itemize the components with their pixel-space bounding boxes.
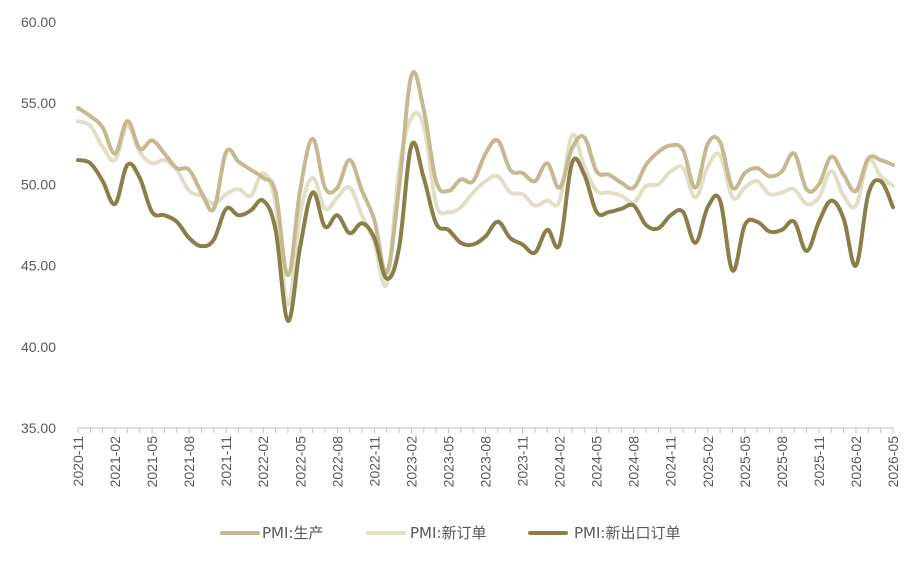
legend-label: PMI:生产 [262,524,323,542]
legend-label: PMI:新出口订单 [574,524,680,542]
x-tick-label: 2026-02 [848,436,864,488]
x-tick-label: 2026-05 [885,436,901,488]
legend-item-new-export-orders: PMI:新出口订单 [528,524,680,542]
x-tick-label: 2025-08 [774,436,790,488]
series-line-new-orders [76,110,895,307]
x-axis-tick-labels: 2020-11 2021-02 2021-05 2021-08 2021-11 2022-… [70,436,901,488]
y-axis-tick-labels: 60.00 55.00 50.00 45.00 40.00 35.00 [21,14,56,436]
y-tick-label: 40.00 [21,339,56,355]
y-tick-label: 35.00 [21,420,56,436]
x-tick-label: 2021-05 [144,436,160,488]
x-tick-label: 2023-08 [478,436,494,488]
series-line-new-export-orders [76,140,895,323]
x-tick-label: 2025-05 [737,436,753,488]
x-tick-label: 2023-05 [440,436,456,488]
x-tick-label: 2025-11 [811,436,827,487]
series-lines [76,70,895,323]
x-tick-label: 2023-11 [515,436,531,487]
y-tick-label: 55.00 [21,95,56,111]
x-tick-label: 2022-05 [292,436,308,488]
series-line-production [76,70,895,278]
x-axis-ticks [77,428,894,433]
x-tick-label: 2024-02 [552,436,568,488]
x-tick-label: 2025-02 [700,436,716,488]
x-tick-label: 2022-08 [329,436,345,488]
x-tick-label: 2022-02 [255,436,271,488]
x-tick-label: 2023-02 [403,436,419,488]
legend-item-production: PMI:生产 [220,524,323,542]
x-tick-label: 2021-02 [107,436,123,488]
x-tick-label: 2024-05 [589,436,605,488]
x-tick-label: 2020-11 [70,436,86,487]
x-tick-label: 2024-08 [626,436,642,488]
y-tick-label: 50.00 [21,176,56,192]
y-tick-label: 60.00 [21,14,56,30]
x-tick-label: 2021-08 [181,436,197,488]
x-tick-label: 2021-11 [218,436,234,487]
legend: PMI:生产 PMI:新订单 PMI:新出口订单 [220,524,680,542]
legend-item-new-orders: PMI:新订单 [366,524,486,542]
x-tick-label: 2022-11 [366,436,382,487]
x-tick-label: 2024-11 [663,436,679,487]
y-tick-label: 45.00 [21,258,56,274]
legend-label: PMI:新订单 [410,524,486,542]
